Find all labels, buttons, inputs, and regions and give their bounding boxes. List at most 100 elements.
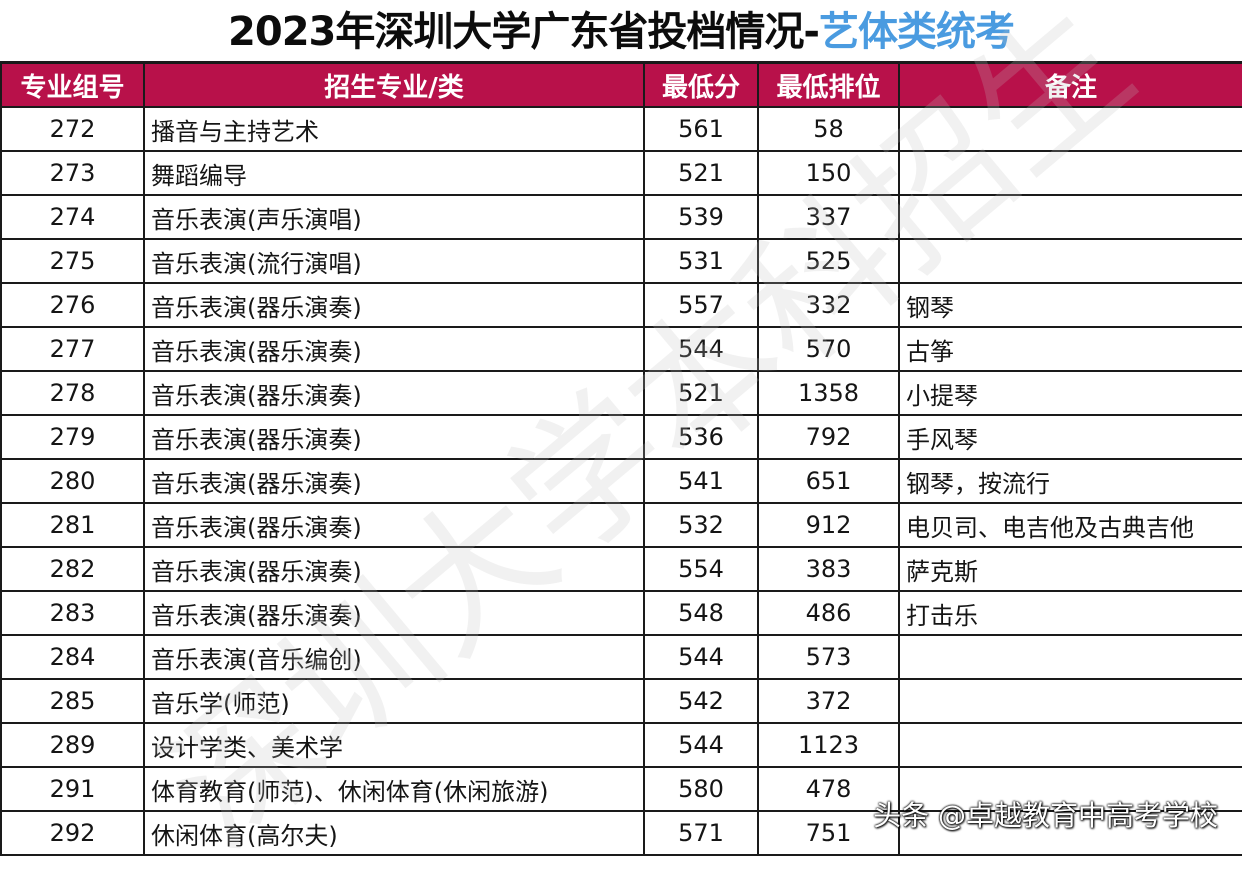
cell-min-score: 536 [643, 414, 759, 460]
header-major: 招生专业/类 [143, 61, 645, 108]
cell-note [898, 634, 1242, 680]
cell-note [898, 150, 1242, 196]
cell-group-number: 281 [0, 502, 145, 548]
cell-major: 音乐表演(器乐演奏) [143, 502, 645, 548]
cell-min-score: 544 [643, 634, 759, 680]
cell-group-number: 277 [0, 326, 145, 372]
cell-min-rank: 486 [757, 590, 900, 636]
cell-min-rank: 1123 [757, 722, 900, 768]
header-group-number: 专业组号 [0, 61, 145, 108]
cell-min-score: 521 [643, 150, 759, 196]
cell-group-number: 289 [0, 722, 145, 768]
cell-min-score: 539 [643, 194, 759, 240]
cell-note [898, 238, 1242, 284]
cell-note: 钢琴 [898, 282, 1242, 328]
cell-group-number: 283 [0, 590, 145, 636]
header-min-rank: 最低排位 [757, 61, 900, 108]
cell-min-score: 542 [643, 678, 759, 724]
cell-major: 音乐表演(器乐演奏) [143, 458, 645, 504]
table-row: 283 音乐表演(器乐演奏) 548 486 打击乐 [0, 590, 1242, 636]
cell-min-rank: 570 [757, 326, 900, 372]
cell-min-score: 544 [643, 326, 759, 372]
table-row: 274 音乐表演(声乐演唱) 539 337 [0, 194, 1242, 240]
cell-note: 钢琴，按流行 [898, 458, 1242, 504]
cell-group-number: 285 [0, 678, 145, 724]
footer-watermark: 头条 @卓越教育中高考学校 [873, 799, 1218, 832]
cell-group-number: 282 [0, 546, 145, 592]
title-accent: 艺体类统考 [818, 9, 1015, 55]
cell-min-rank: 337 [757, 194, 900, 240]
cell-major: 体育教育(师范)、休闲体育(休闲旅游) [143, 766, 645, 812]
cell-min-rank: 150 [757, 150, 900, 196]
table-row: 276 音乐表演(器乐演奏) 557 332 钢琴 [0, 282, 1242, 328]
cell-major: 音乐表演(流行演唱) [143, 238, 645, 284]
table-row: 275 音乐表演(流行演唱) 531 525 [0, 238, 1242, 284]
cell-group-number: 274 [0, 194, 145, 240]
cell-min-rank: 332 [757, 282, 900, 328]
cell-note [898, 678, 1242, 724]
cell-major: 音乐表演(音乐编创) [143, 634, 645, 680]
table-body: 272 播音与主持艺术 561 58 273 舞蹈编导 521 150 274 音乐表演(声乐演唱… [0, 106, 1242, 856]
cell-group-number: 272 [0, 106, 145, 152]
table-row: 285 音乐学(师范) 542 372 [0, 678, 1242, 724]
cell-group-number: 278 [0, 370, 145, 416]
table-row: 277 音乐表演(器乐演奏) 544 570 古筝 [0, 326, 1242, 372]
cell-note [898, 766, 1242, 812]
title-main: 2023年深圳大学广东省投档情况- [228, 9, 820, 55]
cell-note: 小提琴 [898, 370, 1242, 416]
cell-group-number: 276 [0, 282, 145, 328]
cell-group-number: 279 [0, 414, 145, 460]
cell-min-rank: 1358 [757, 370, 900, 416]
header-min-score: 最低分 [643, 61, 759, 108]
cell-min-rank: 478 [757, 766, 900, 812]
cell-note: 古筝 [898, 326, 1242, 372]
cell-major: 休闲体育(高尔夫) [143, 810, 645, 856]
cell-major: 音乐表演(器乐演奏) [143, 370, 645, 416]
cell-major: 播音与主持艺术 [143, 106, 645, 152]
cell-min-rank: 372 [757, 678, 900, 724]
cell-group-number: 273 [0, 150, 145, 196]
cell-group-number: 284 [0, 634, 145, 680]
table-row: 289 设计学类、美术学 544 1123 [0, 722, 1242, 768]
cell-min-score: 548 [643, 590, 759, 636]
header-note: 备注 [898, 61, 1242, 108]
cell-group-number: 275 [0, 238, 145, 284]
cell-note: 萨克斯 [898, 546, 1242, 592]
cell-note: 打击乐 [898, 590, 1242, 636]
cell-min-score: 557 [643, 282, 759, 328]
cell-min-rank: 651 [757, 458, 900, 504]
table-row: 291 体育教育(师范)、休闲体育(休闲旅游) 580 478 [0, 766, 1242, 812]
cell-major: 音乐表演(器乐演奏) [143, 414, 645, 460]
cell-min-score: 532 [643, 502, 759, 548]
cell-min-rank: 792 [757, 414, 900, 460]
table-row: 279 音乐表演(器乐演奏) 536 792 手风琴 [0, 414, 1242, 460]
table-row: 273 舞蹈编导 521 150 [0, 150, 1242, 196]
table-row: 278 音乐表演(器乐演奏) 521 1358 小提琴 [0, 370, 1242, 416]
cell-major: 音乐表演(声乐演唱) [143, 194, 645, 240]
table-row: 284 音乐表演(音乐编创) 544 573 [0, 634, 1242, 680]
cell-min-score: 521 [643, 370, 759, 416]
cell-note [898, 722, 1242, 768]
cell-major: 音乐表演(器乐演奏) [143, 282, 645, 328]
cell-min-score: 541 [643, 458, 759, 504]
table-header-row: 专业组号 招生专业/类 最低分 最低排位 备注 [0, 61, 1242, 108]
cell-note [898, 106, 1242, 152]
table-row: 272 播音与主持艺术 561 58 [0, 106, 1242, 152]
cell-major: 音乐学(师范) [143, 678, 645, 724]
cell-note: 手风琴 [898, 414, 1242, 460]
admission-table: 专业组号 招生专业/类 最低分 最低排位 备注 272 播音与主持艺术 561 58 2… [0, 61, 1242, 856]
cell-major: 舞蹈编导 [143, 150, 645, 196]
cell-major: 音乐表演(器乐演奏) [143, 590, 645, 636]
cell-min-rank: 912 [757, 502, 900, 548]
cell-note: 电贝司、电吉他及古典吉他 [898, 502, 1242, 548]
table-row: 292 休闲体育(高尔夫) 571 751 [0, 810, 1242, 856]
table-row: 282 音乐表演(器乐演奏) 554 383 萨克斯 [0, 546, 1242, 592]
cell-min-score: 571 [643, 810, 759, 856]
cell-group-number: 291 [0, 766, 145, 812]
cell-min-rank: 573 [757, 634, 900, 680]
cell-group-number: 280 [0, 458, 145, 504]
cell-min-rank: 58 [757, 106, 900, 152]
cell-note [898, 194, 1242, 240]
cell-min-score: 531 [643, 238, 759, 284]
table-row: 280 音乐表演(器乐演奏) 541 651 钢琴，按流行 [0, 458, 1242, 504]
